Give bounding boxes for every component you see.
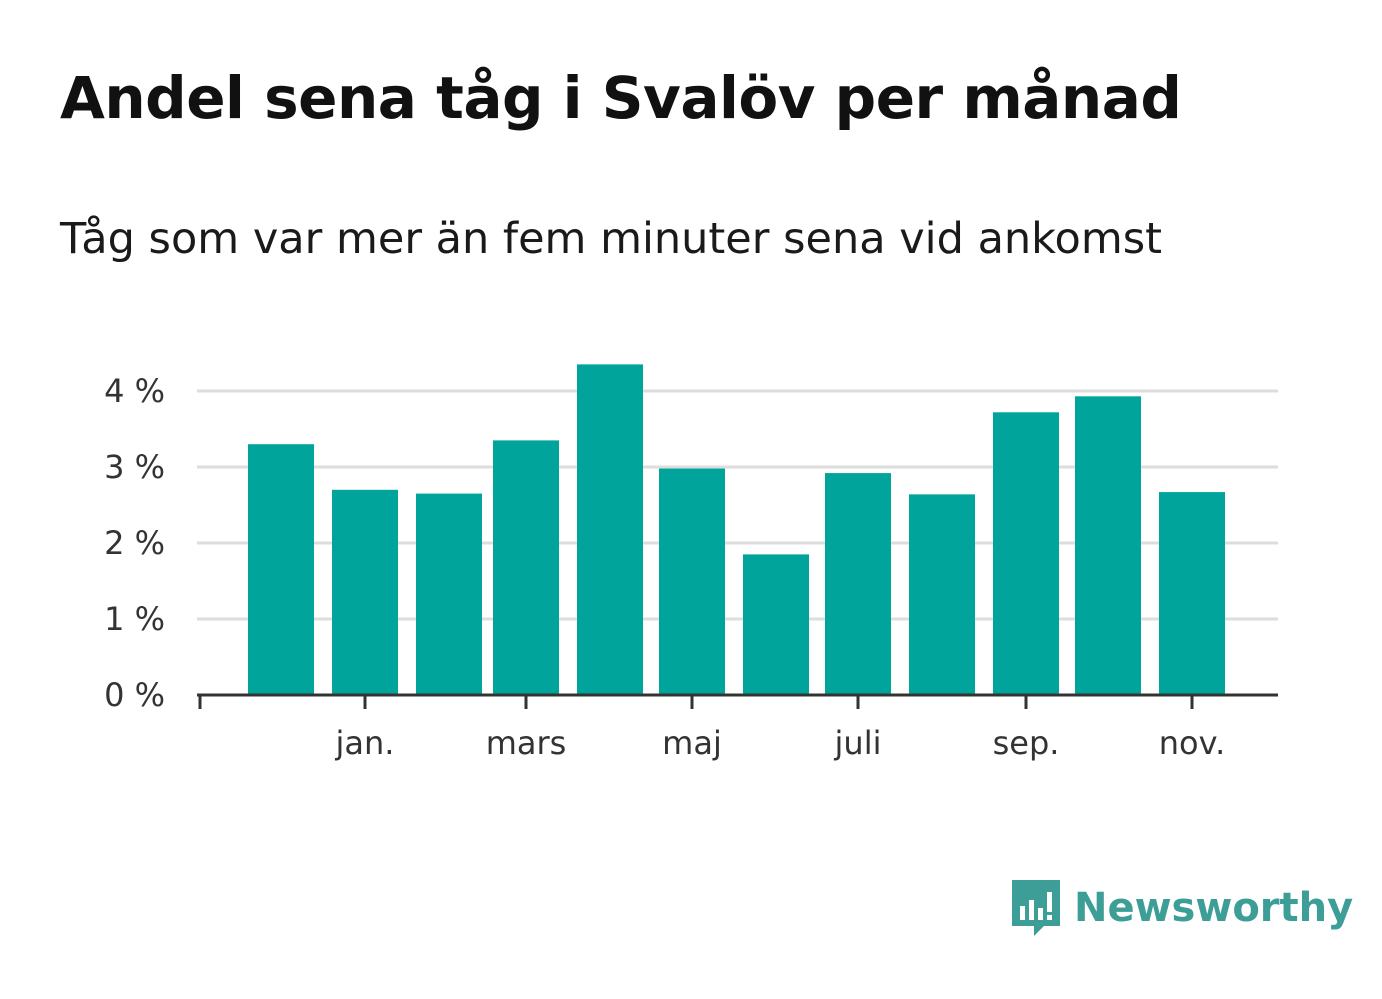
- newsworthy-logo-icon: [1012, 880, 1060, 936]
- bar-apr.: [577, 364, 643, 695]
- y-tick-label: 0 %: [104, 676, 165, 714]
- x-axis-labels: jan. mars maj juli sep. nov.: [335, 724, 1226, 762]
- bar-aug.: [909, 494, 975, 695]
- x-axis: [197, 693, 1278, 709]
- x-tick-label: jan.: [335, 724, 395, 762]
- bars: [248, 364, 1225, 695]
- bar-juli: [825, 473, 891, 695]
- y-tick-label: 4 %: [104, 372, 165, 410]
- x-tick-label: nov.: [1159, 724, 1225, 762]
- bar-jan.: [332, 489, 398, 695]
- bar-okt.: [1075, 396, 1141, 695]
- y-axis-labels: 0 % 1 % 2 % 3 % 4 %: [104, 372, 165, 714]
- chart-title: Andel sena tåg i Svalöv per månad: [60, 64, 1182, 132]
- bar-juni: [743, 554, 809, 695]
- bar-mars: [493, 440, 559, 695]
- y-tick-label: 1 %: [104, 600, 165, 638]
- x-tick-label: juli: [834, 724, 882, 762]
- y-tick-label: 2 %: [104, 524, 165, 562]
- x-tick-label: sep.: [993, 724, 1060, 762]
- x-tick-label: maj: [662, 724, 722, 762]
- brand-name: Newsworthy: [1074, 885, 1354, 931]
- newsworthy-logo: Newsworthy: [1010, 878, 1353, 938]
- x-tick-label: mars: [486, 724, 567, 762]
- y-tick-label: 3 %: [104, 448, 165, 486]
- bar-dec.: [248, 444, 314, 695]
- bar-maj: [659, 468, 725, 695]
- bar-sep.: [993, 412, 1059, 695]
- bar-feb.: [416, 493, 482, 695]
- chart-subtitle: Tåg som var mer än fem minuter sena vid …: [60, 214, 1163, 264]
- bar-nov.: [1159, 492, 1225, 695]
